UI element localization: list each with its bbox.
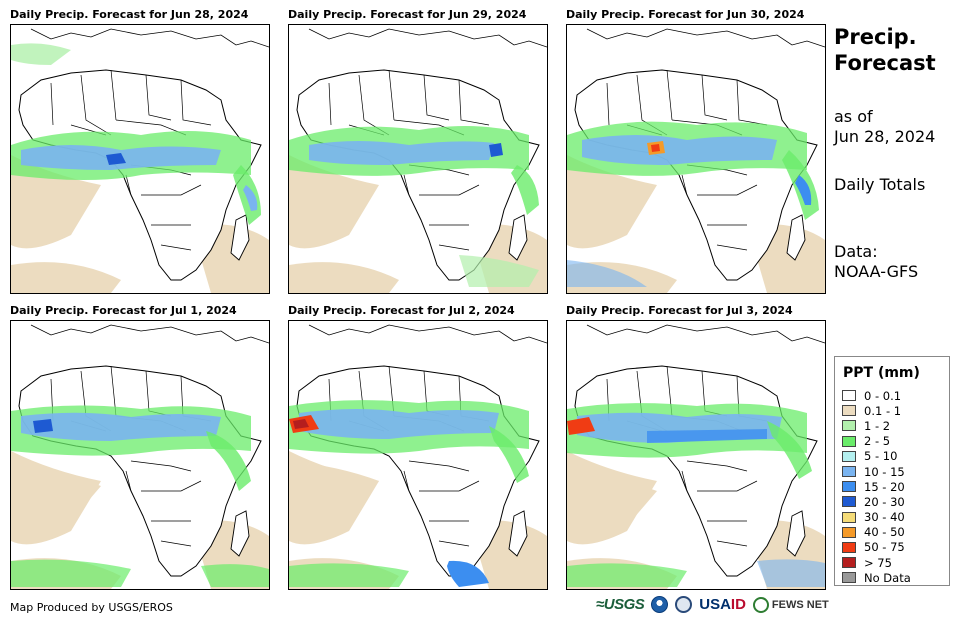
panel-title: Daily Precip. Forecast for Jun 30, 2024 — [566, 8, 805, 21]
legend-swatch — [842, 541, 856, 553]
as-of-date: as of Jun 28, 2024 — [834, 107, 936, 146]
legend-item: 0 - 0.1 — [842, 388, 911, 403]
fews-net-logo: FEWS NET — [752, 596, 829, 613]
legend-label: 10 - 15 — [864, 464, 905, 479]
usaid-logo: USAID — [699, 596, 746, 613]
legend-swatch — [842, 450, 856, 462]
forecast-map — [566, 24, 826, 294]
legend-swatch — [842, 420, 856, 432]
noaa-logo — [651, 596, 669, 613]
data-source: Data: NOAA-GFS — [834, 242, 919, 281]
panel-title: Daily Precip. Forecast for Jul 1, 2024 — [10, 304, 237, 317]
credit-text: Map Produced by USGS/EROS — [10, 601, 173, 614]
legend-label: 5 - 10 — [864, 449, 898, 464]
legend-label: 15 - 20 — [864, 479, 905, 494]
legend-item: 2 - 5 — [842, 434, 911, 449]
legend-label: 0.1 - 1 — [864, 403, 902, 418]
legend-label: 50 - 75 — [864, 540, 905, 555]
legend-swatch — [842, 466, 856, 478]
legend-swatch — [842, 481, 856, 493]
legend-label: 30 - 40 — [864, 510, 905, 525]
legend-label: 1 - 2 — [864, 418, 891, 433]
legend-item: 30 - 40 — [842, 510, 911, 525]
logo-strip: ≈USGS USAID FEWS NET — [596, 596, 829, 613]
forecast-map — [288, 24, 548, 294]
usgs-logo: ≈USGS — [596, 596, 645, 613]
legend-label: 20 - 30 — [864, 494, 905, 509]
panel-title: Daily Precip. Forecast for Jul 2, 2024 — [288, 304, 515, 317]
legend-label: > 75 — [864, 555, 892, 570]
legend-swatch — [842, 526, 856, 538]
legend-swatch — [842, 572, 856, 584]
legend-item: 20 - 30 — [842, 494, 911, 509]
legend-label: 0 - 0.1 — [864, 388, 902, 403]
legend-label: No Data — [864, 570, 911, 585]
legend-swatch — [842, 405, 856, 417]
legend-swatch — [842, 390, 856, 402]
legend-item: 1 - 2 — [842, 418, 911, 433]
forecast-map — [10, 24, 270, 294]
panel-title: Daily Precip. Forecast for Jun 28, 2024 — [10, 8, 249, 21]
panel-title: Daily Precip. Forecast for Jun 29, 2024 — [288, 8, 527, 21]
legend-item: 5 - 10 — [842, 449, 911, 464]
legend-item: 40 - 50 — [842, 525, 911, 540]
legend-item: 10 - 15 — [842, 464, 911, 479]
legend-item: No Data — [842, 570, 911, 585]
legend-item: > 75 — [842, 555, 911, 570]
legend-swatch — [842, 511, 856, 523]
forecast-map — [10, 320, 270, 590]
commerce-logo — [675, 596, 693, 613]
legend-item: 50 - 75 — [842, 540, 911, 555]
legend-label: 2 - 5 — [864, 434, 891, 449]
legend-label: 40 - 50 — [864, 525, 905, 540]
panel-title: Daily Precip. Forecast for Jul 3, 2024 — [566, 304, 793, 317]
legend-swatch — [842, 496, 856, 508]
totals-label: Daily Totals — [834, 175, 926, 194]
forecast-map — [288, 320, 548, 590]
legend-item: 15 - 20 — [842, 479, 911, 494]
map-title: Precip. Forecast — [834, 25, 936, 75]
legend-item: 0.1 - 1 — [842, 403, 911, 418]
forecast-map — [566, 320, 826, 590]
globe-icon — [752, 596, 769, 613]
legend-swatch — [842, 557, 856, 569]
legend-swatch — [842, 435, 856, 447]
legend-title: PPT (mm) — [843, 365, 920, 381]
